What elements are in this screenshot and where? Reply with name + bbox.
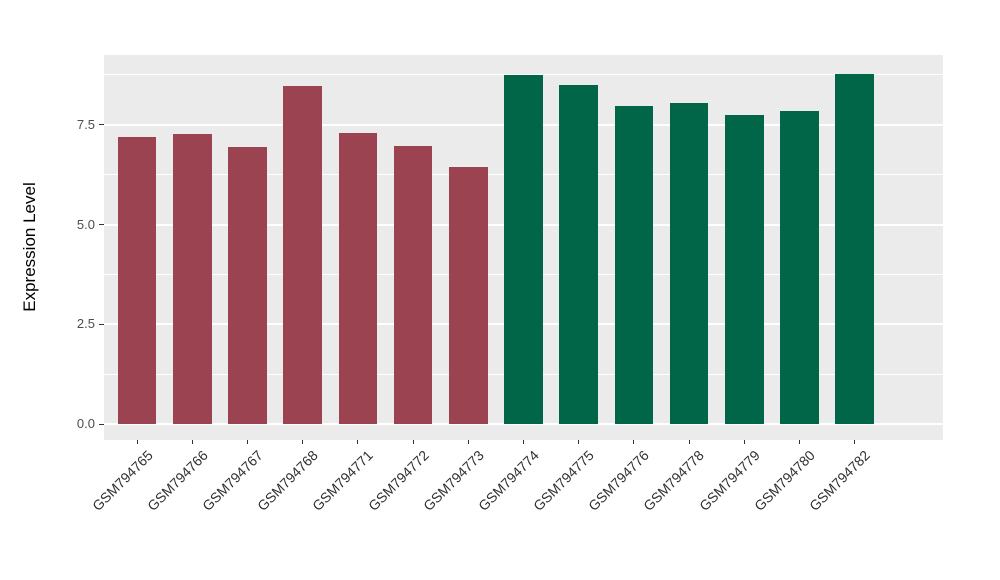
y-tick-label: 5.0 [76,216,95,232]
y-tick-mark [99,423,104,425]
bar-GSM794780 [780,111,819,425]
bar-GSM794768 [283,86,323,425]
y-tick-label: 2.5 [76,316,95,332]
bar-GSM794779 [724,115,764,425]
bar-GSM794766 [172,133,212,425]
gridline-major [104,423,943,426]
x-tick-mark [798,440,800,444]
plot-panel [104,55,943,440]
y-tick-mark [99,224,104,226]
x-tick-mark [578,440,580,444]
y-tick-label: 0.0 [76,416,95,432]
x-tick-mark [743,440,745,444]
y-tick-label: 7.5 [76,116,95,132]
bar-GSM794771 [338,133,378,425]
bar-GSM794772 [393,145,433,425]
gridline-minor [104,74,943,76]
x-tick-mark [357,440,359,444]
y-tick-mark [99,124,104,126]
bar-GSM794774 [504,75,543,425]
x-tick-mark [467,440,469,444]
bar-GSM794776 [614,106,654,425]
x-tick-mark [247,440,248,444]
x-tick-mark [854,440,856,444]
x-tick-mark [688,440,690,444]
x-tick-mark [191,440,193,444]
bar-GSM794773 [448,167,488,425]
bar-GSM794767 [228,146,267,425]
bar-GSM794775 [559,84,598,425]
bar-GSM794778 [669,103,709,425]
y-axis-title: Expression Level [20,182,39,312]
x-tick-mark [302,440,304,444]
bar-GSM794782 [835,74,874,425]
x-tick-mark [523,440,524,444]
x-tick-mark [633,440,635,444]
x-tick-mark [412,440,414,444]
y-tick-mark [99,323,104,325]
x-tick-mark [136,440,138,444]
bar-GSM794765 [117,136,157,425]
